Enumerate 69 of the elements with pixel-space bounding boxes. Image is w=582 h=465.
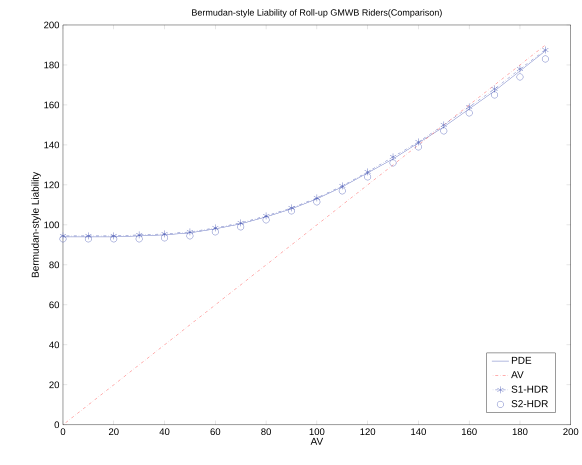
point bbox=[237, 219, 244, 227]
point bbox=[136, 236, 143, 242]
x-tick-label: 160 bbox=[462, 428, 477, 436]
point bbox=[262, 212, 270, 220]
y-tick-label: 40 bbox=[49, 342, 60, 348]
point bbox=[314, 194, 320, 202]
point bbox=[542, 46, 549, 54]
y-tick-label: 180 bbox=[44, 62, 60, 68]
point bbox=[339, 182, 346, 190]
y-axis-title: Bermudan-style Liability bbox=[31, 172, 41, 278]
point bbox=[491, 85, 498, 93]
y-tick-label: 140 bbox=[44, 142, 60, 148]
point bbox=[516, 74, 524, 80]
point bbox=[390, 160, 396, 166]
point bbox=[542, 56, 549, 62]
point bbox=[60, 236, 66, 242]
y-tick-label: 200 bbox=[44, 22, 60, 28]
x-tick-label: 180 bbox=[512, 428, 528, 436]
point bbox=[390, 153, 396, 161]
x-tick-label: 80 bbox=[261, 428, 271, 436]
point bbox=[237, 224, 244, 230]
legend-label: S2-HDR bbox=[512, 400, 548, 408]
point bbox=[288, 208, 295, 214]
x-tick-label: 200 bbox=[563, 428, 578, 436]
point bbox=[110, 236, 118, 242]
legend-label: PDE bbox=[512, 357, 532, 364]
point bbox=[186, 232, 194, 240]
point bbox=[364, 168, 371, 176]
y-tick-label: 60 bbox=[49, 302, 60, 308]
x-tick-label: 0 bbox=[60, 428, 66, 436]
y-tick-label: 120 bbox=[44, 182, 60, 188]
point bbox=[161, 234, 168, 242]
point bbox=[338, 188, 346, 194]
point bbox=[415, 138, 422, 146]
point bbox=[212, 228, 219, 236]
point bbox=[60, 232, 66, 240]
point bbox=[415, 144, 422, 150]
point bbox=[84, 236, 92, 242]
point bbox=[466, 103, 472, 111]
y-tick-label: 160 bbox=[44, 102, 60, 108]
chart-title: Bermudan-style Liability of Roll-up GMWB Riders(Comparison) bbox=[192, 9, 442, 18]
x-tick-label: 100 bbox=[310, 428, 324, 436]
point bbox=[161, 230, 168, 238]
point bbox=[136, 231, 142, 239]
point bbox=[186, 228, 194, 236]
y-tick-label: 100 bbox=[44, 222, 60, 228]
x-tick-label: 60 bbox=[210, 428, 220, 436]
point bbox=[262, 216, 270, 224]
point bbox=[440, 121, 448, 129]
point bbox=[288, 204, 295, 212]
point bbox=[110, 232, 117, 240]
y-tick-label: 0 bbox=[54, 422, 60, 428]
point bbox=[212, 224, 219, 232]
x-tick-label: 20 bbox=[108, 428, 119, 436]
point bbox=[85, 232, 92, 240]
point bbox=[516, 65, 524, 73]
point bbox=[440, 128, 448, 134]
point bbox=[313, 198, 320, 206]
y-tick-label: 20 bbox=[49, 382, 60, 388]
legend-label: AV bbox=[511, 371, 524, 378]
legend-label: S1-HDR bbox=[512, 386, 548, 393]
x-tick-label: 120 bbox=[360, 428, 376, 436]
x-tick-label: 140 bbox=[411, 428, 426, 436]
x-axis-title: AV bbox=[310, 438, 324, 445]
point bbox=[466, 110, 473, 116]
point bbox=[491, 92, 498, 98]
x-tick-label: 40 bbox=[159, 428, 170, 436]
point bbox=[364, 174, 372, 180]
y-tick-label: 80 bbox=[49, 262, 60, 268]
